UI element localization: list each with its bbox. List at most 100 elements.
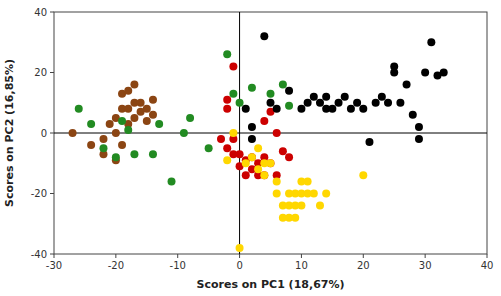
point (297, 177, 305, 185)
point (254, 144, 262, 152)
point (223, 144, 231, 152)
point (260, 32, 268, 40)
y-tick-label: 40 (34, 7, 47, 18)
x-tick-label: 20 (357, 260, 370, 271)
point (409, 111, 417, 119)
point (316, 202, 324, 210)
series (75, 50, 293, 185)
y-tick-label: -40 (31, 249, 47, 260)
point (205, 144, 213, 152)
point (124, 126, 132, 134)
point (242, 159, 250, 167)
point (143, 105, 151, 113)
series (223, 129, 367, 252)
point (322, 93, 330, 101)
point (322, 190, 330, 198)
point (396, 99, 404, 107)
y-tick (50, 193, 54, 194)
series (69, 81, 157, 165)
x-axis-label: Scores on PC1 (18,67%) (197, 278, 345, 291)
point (223, 156, 231, 164)
x-tick-label: 10 (295, 260, 308, 271)
y-tick-label: -20 (31, 188, 47, 199)
point (304, 99, 312, 107)
point (130, 114, 138, 122)
point (260, 171, 268, 179)
point (297, 105, 305, 113)
point (118, 141, 126, 149)
point (279, 147, 287, 155)
point (137, 99, 145, 107)
series (217, 62, 293, 179)
point (384, 99, 392, 107)
point (180, 129, 188, 137)
point (217, 135, 225, 143)
point (291, 214, 299, 222)
point (236, 244, 244, 252)
y-tick (50, 254, 54, 255)
point (248, 153, 256, 161)
point (229, 90, 237, 98)
y-tick (50, 133, 54, 134)
x-tick (239, 254, 240, 258)
point (297, 202, 305, 210)
plot-frame (54, 12, 487, 254)
point (130, 150, 138, 158)
point (273, 190, 281, 198)
point (285, 87, 293, 95)
point (168, 177, 176, 185)
point (279, 81, 287, 89)
x-tick-label: 0 (236, 260, 242, 271)
point (353, 99, 361, 107)
point (99, 144, 107, 152)
y-tick-label: 0 (41, 128, 47, 139)
y-tick (50, 12, 54, 13)
point (415, 135, 423, 143)
point (372, 99, 380, 107)
point (248, 84, 256, 92)
point (359, 171, 367, 179)
point (87, 120, 95, 128)
point (273, 177, 281, 185)
x-tick (425, 254, 426, 258)
x-tick (115, 254, 116, 258)
point (75, 105, 83, 113)
point (223, 105, 231, 113)
point (149, 150, 157, 158)
point (99, 135, 107, 143)
point (347, 105, 355, 113)
series (242, 32, 448, 146)
point (359, 105, 367, 113)
point (155, 120, 163, 128)
point (285, 153, 293, 161)
point (427, 38, 435, 46)
zero-line-vertical (239, 12, 240, 254)
point (87, 141, 95, 149)
point (229, 129, 237, 137)
point (310, 93, 318, 101)
x-tick-label: -10 (170, 260, 186, 271)
x-tick-label: 40 (481, 260, 494, 271)
x-tick (487, 254, 488, 258)
zero-lines (54, 12, 487, 254)
point (118, 117, 126, 125)
point (267, 90, 275, 98)
point (316, 99, 324, 107)
point (285, 102, 293, 110)
point (267, 99, 275, 107)
point (390, 62, 398, 70)
x-tick-label: -20 (108, 260, 124, 271)
y-axis-label: Scores on PC2 (16,85%) (3, 59, 16, 207)
point (260, 171, 268, 179)
x-tick (177, 254, 178, 258)
x-tick (363, 254, 364, 258)
point (267, 159, 275, 167)
point (223, 96, 231, 104)
point (328, 105, 336, 113)
point (130, 81, 138, 89)
point (143, 117, 151, 125)
point (124, 105, 132, 113)
y-tick (50, 72, 54, 73)
point (248, 153, 256, 161)
point (341, 93, 349, 101)
